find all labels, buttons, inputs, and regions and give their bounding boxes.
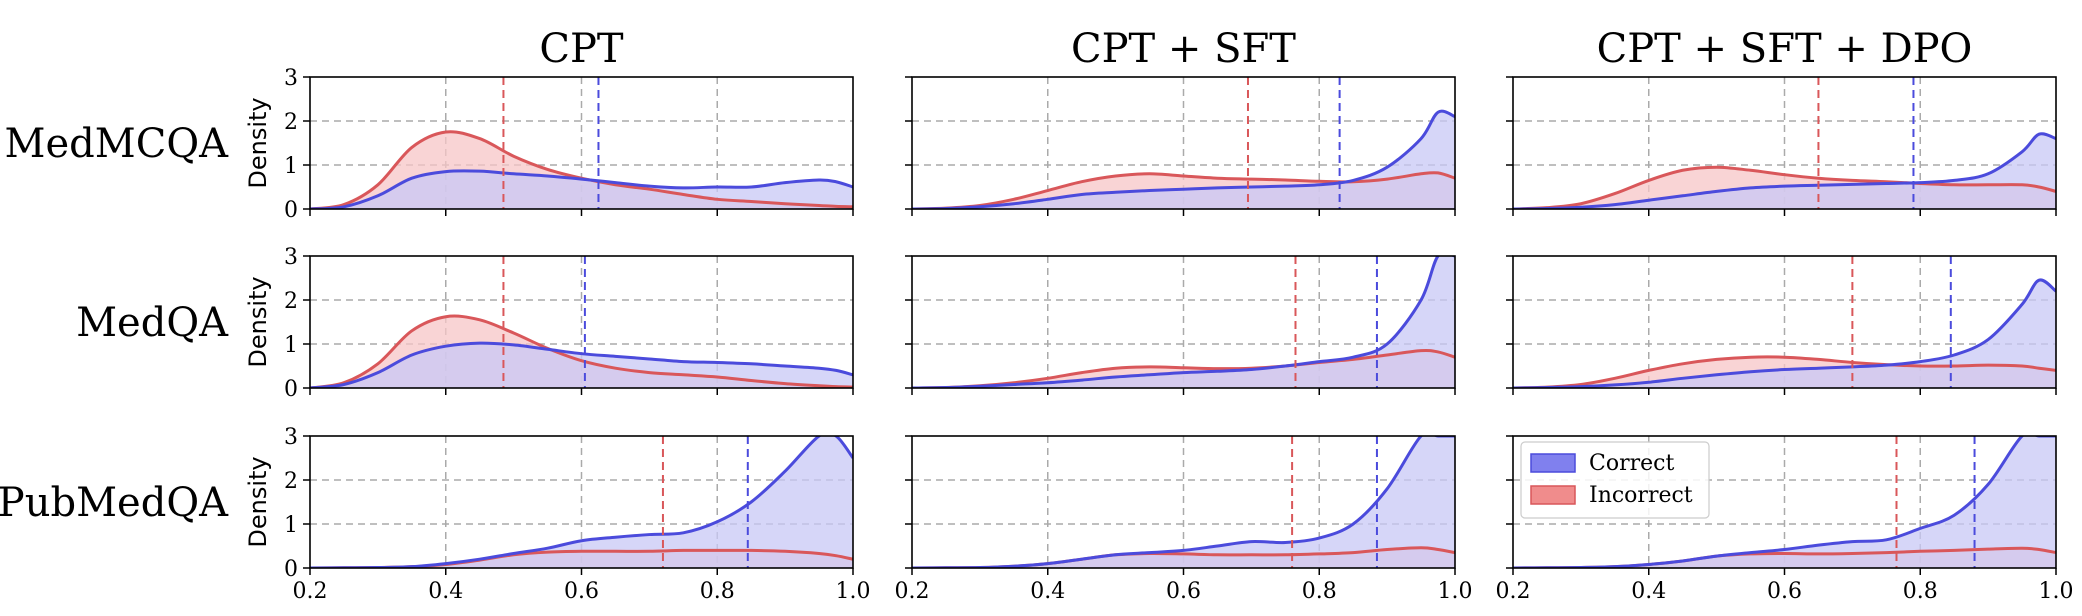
legend-swatch-0 <box>1530 453 1576 473</box>
correct-density-area <box>1513 279 2056 388</box>
correct-density-area <box>1513 133 2056 209</box>
correct-density-line <box>310 169 853 209</box>
incorrect-density-line <box>912 348 1455 388</box>
legend-label-1: Incorrect <box>1589 483 1693 508</box>
x-tick-label: 1.0 <box>1438 579 1473 604</box>
correct-density-line <box>912 256 1455 388</box>
x-tick-label: 0.8 <box>1903 579 1938 604</box>
incorrect-density-line <box>1513 165 2056 209</box>
incorrect-density-line <box>1513 355 2056 388</box>
legend-label-0: Correct <box>1589 451 1674 476</box>
row-title-1: MedQA <box>76 300 229 346</box>
incorrect-density-line <box>310 314 853 388</box>
legend: Correct Incorrect <box>1520 441 1710 519</box>
column-title-0: CPT <box>539 26 624 72</box>
correct-density-area <box>1513 436 2056 568</box>
y-tick-label: 2 <box>284 469 298 494</box>
panel-1-1 <box>905 255 1456 395</box>
x-tick-label: 0.6 <box>1166 579 1201 604</box>
panel-2-1: 0.2 0.4 0.6 0.8 1.0 <box>895 435 1473 604</box>
panel-0-1 <box>905 76 1456 216</box>
y-tick-label: 1 <box>284 333 298 358</box>
y-tick-label: 2 <box>284 289 298 314</box>
x-tick-label: 0.6 <box>1767 579 1802 604</box>
y-tick-label: 0 <box>284 198 298 223</box>
y-tick-label: 3 <box>284 245 298 270</box>
panel-2-2: 0.2 0.4 0.6 0.8 1.0 <box>1496 435 2074 604</box>
correct-density-line <box>310 341 853 388</box>
column-title-1: CPT + SFT <box>1071 26 1296 72</box>
panel-1-2 <box>1506 255 2057 395</box>
row-title-0: MedMCQA <box>5 121 230 167</box>
x-tick-label: 0.2 <box>293 579 328 604</box>
correct-density-line <box>310 436 853 568</box>
correct-density-line <box>912 436 1455 568</box>
panel-1-0: 0 1 2 3 <box>284 245 854 402</box>
panel-0-2 <box>1506 76 2057 216</box>
correct-density-line <box>1513 132 2056 209</box>
incorrect-density-line <box>912 171 1455 209</box>
x-tick-label: 0.8 <box>1302 579 1337 604</box>
x-tick-label: 0.6 <box>564 579 599 604</box>
correct-density-line <box>912 109 1455 209</box>
panel-2-0: 0.2 0.4 0.6 0.8 1.0 0 1 2 3 <box>284 425 871 604</box>
y-tick-label: 1 <box>284 513 298 538</box>
x-tick-label: 1.0 <box>836 579 871 604</box>
y-tick-label: 0 <box>284 377 298 402</box>
correct-density-area <box>912 436 1455 568</box>
ylabel-density-2: Density <box>244 456 272 547</box>
y-tick-label: 1 <box>284 154 298 179</box>
correct-density-line <box>1513 278 2056 388</box>
legend-swatch-1 <box>1530 485 1576 505</box>
x-tick-label: 0.8 <box>700 579 735 604</box>
x-tick-label: 0.2 <box>1496 579 1531 604</box>
x-tick-label: 0.4 <box>428 579 463 604</box>
correct-density-line <box>1513 436 2056 568</box>
column-title-2: CPT + SFT + DPO <box>1597 26 1973 72</box>
ylabel-density-1: Density <box>244 276 272 367</box>
x-tick-label: 0.4 <box>1030 579 1065 604</box>
correct-density-area <box>912 256 1455 388</box>
ylabel-density-0: Density <box>244 97 272 188</box>
panel-0-0: 0 1 2 3 <box>284 66 854 223</box>
correct-density-area <box>310 436 853 568</box>
y-tick-label: 0 <box>284 557 298 582</box>
y-tick-label: 3 <box>284 66 298 91</box>
x-tick-label: 1.0 <box>2039 579 2074 604</box>
y-tick-label: 2 <box>284 110 298 135</box>
x-tick-label: 0.2 <box>895 579 930 604</box>
row-title-2: PubMedQA <box>0 480 229 526</box>
y-tick-label: 3 <box>284 425 298 450</box>
x-tick-label: 0.4 <box>1631 579 1666 604</box>
